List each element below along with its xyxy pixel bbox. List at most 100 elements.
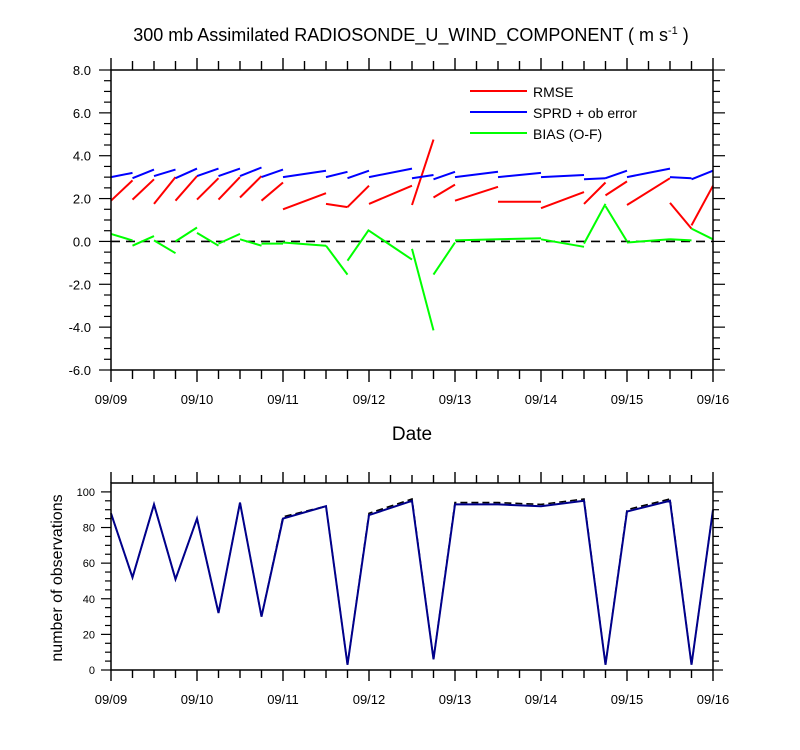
- y-tick-label: 60: [83, 558, 95, 570]
- legend: RMSE SPRD + ob error BIAS (O-F): [470, 84, 637, 142]
- series-segment-sprd-ob-error: [540, 174, 585, 179]
- series-line-assimilated: [110, 499, 714, 665]
- x-tick-label: 09/13: [439, 392, 472, 407]
- series-segment-sprd-ob-error: [605, 169, 628, 180]
- series-segment-bias-o-f: [174, 226, 198, 243]
- y-tick-label: 0: [89, 665, 95, 677]
- series-segment-sprd-ob-error: [669, 176, 692, 180]
- series-segment-sprd-ob-error: [411, 174, 434, 180]
- x-tick-label: 09/13: [439, 692, 472, 707]
- series-segment-sprd-ob-error: [454, 170, 499, 179]
- series-segment-bias-o-f: [411, 248, 435, 331]
- series-segment-rmse: [282, 192, 327, 211]
- series-segment-bias-o-f: [239, 238, 262, 247]
- series-segment-sprd-ob-error: [497, 171, 542, 179]
- legend-label-bias: BIAS (O-F): [533, 126, 602, 142]
- series-segment-bias-o-f: [325, 245, 349, 276]
- bottom-series-group: [110, 497, 714, 665]
- series-bias-o-f: [110, 203, 714, 331]
- x-tick-label: 09/12: [353, 392, 386, 407]
- y-tick-label: -4.0: [69, 320, 91, 335]
- series-segment-rmse: [153, 176, 177, 205]
- series-segment-rmse: [196, 177, 220, 201]
- top-chart: 300 mb Assimilated RADIOSONDE_U_WIND_COM…: [69, 25, 730, 445]
- series-segment-bias-o-f: [196, 232, 220, 247]
- bottom-plot-border: [110, 482, 714, 671]
- series-segment-sprd-ob-error: [325, 170, 348, 179]
- series-segment-rmse: [690, 185, 714, 226]
- series-segment-rmse: [432, 183, 456, 199]
- y-tick-label: 0.0: [73, 234, 91, 249]
- series-segment-sprd-ob-error: [153, 168, 176, 178]
- series-segment-rmse: [239, 175, 263, 199]
- x-tick-label: 09/11: [267, 392, 299, 407]
- series-segment-rmse: [368, 184, 413, 205]
- y-tick-label: 6.0: [73, 106, 91, 121]
- x-tick-label: 09/16: [697, 392, 730, 407]
- series-segment-bias-o-f: [368, 229, 413, 261]
- x-tick-label: 09/14: [525, 692, 558, 707]
- top-y-tick-labels: -6.0 -4.0 -2.0 0.0 2.0 4.0 6.0 8.0: [69, 63, 91, 378]
- series-segment-bias-o-f: [691, 227, 714, 241]
- series-segment-rmse: [174, 175, 198, 202]
- y-tick-label: -2.0: [69, 277, 91, 292]
- x-tick-label: 09/16: [697, 692, 730, 707]
- series-segment-rmse: [110, 179, 134, 202]
- x-tick-label: 09/10: [181, 692, 214, 707]
- series-segment-bias-o-f: [153, 239, 177, 255]
- y-tick-label: 8.0: [73, 63, 91, 78]
- series-segment-bias-o-f: [432, 241, 456, 276]
- y-tick-label: 4.0: [73, 149, 91, 164]
- x-tick-label: 09/14: [525, 392, 558, 407]
- top-series-group: [110, 139, 714, 331]
- series-segment-bias-o-f: [454, 238, 499, 242]
- series-segment-bias-o-f: [626, 238, 671, 244]
- series-segment-sprd-ob-error: [626, 167, 671, 179]
- bottom-y-axis-label: number of observations: [49, 494, 66, 661]
- series-segment-sprd-ob-error: [433, 170, 456, 181]
- series-rmse: [110, 139, 714, 230]
- y-tick-label: 40: [83, 594, 95, 606]
- series-segment-bias-o-f: [346, 229, 370, 262]
- series-segment-rmse: [131, 178, 155, 201]
- series-segment-sprd-ob-error: [261, 168, 284, 179]
- series-segment-sprd-ob-error: [175, 167, 198, 180]
- series-segment-bias-o-f: [110, 232, 133, 242]
- bottom-axes-frame: [110, 482, 714, 671]
- series-segment-sprd-ob-error: [691, 169, 714, 181]
- series-segment-bias-o-f: [218, 232, 241, 245]
- series-segment-rmse: [604, 180, 628, 197]
- series-segment-bias-o-f: [540, 238, 585, 248]
- y-tick-label: 2.0: [73, 192, 91, 207]
- y-tick-label: 80: [83, 523, 95, 535]
- series-segment-sprd-ob-error: [282, 169, 327, 179]
- series-segment-rmse: [346, 184, 370, 208]
- series-segment-bias-o-f: [669, 238, 692, 242]
- y-tick-label: 20: [83, 629, 95, 641]
- top-x-axis-label: Date: [392, 424, 432, 445]
- x-tick-label: 09/09: [95, 392, 128, 407]
- series-segment-sprd-ob-error: [239, 166, 262, 178]
- series-segment-sprd-ob-error: [110, 171, 133, 179]
- series-segment-bias-o-f: [583, 203, 607, 245]
- x-tick-label: 09/09: [95, 692, 128, 707]
- y-tick-label: -6.0: [69, 363, 91, 378]
- y-tick-label: 100: [77, 487, 95, 499]
- x-tick-label: 09/10: [181, 392, 214, 407]
- series-segment-rmse: [583, 181, 607, 205]
- series-segment-rmse: [540, 191, 585, 210]
- legend-label-sprd: SPRD + ob error: [533, 105, 637, 121]
- series-segment-rmse: [454, 185, 499, 202]
- x-tick-label: 09/15: [611, 692, 644, 707]
- legend-label-rmse: RMSE: [533, 84, 573, 100]
- x-tick-label: 09/11: [267, 692, 299, 707]
- series-segment-rmse: [260, 181, 284, 202]
- series-segment-rmse: [325, 202, 348, 209]
- series-segment-sprd-ob-error: [196, 167, 219, 178]
- x-tick-label: 09/12: [353, 692, 386, 707]
- series-segment-rmse: [626, 177, 671, 206]
- series-segment-bias-o-f: [497, 237, 542, 241]
- series-sprd-ob-error: [110, 166, 714, 181]
- series-segment-bias-o-f: [282, 241, 327, 247]
- series-segment-rmse: [217, 176, 241, 201]
